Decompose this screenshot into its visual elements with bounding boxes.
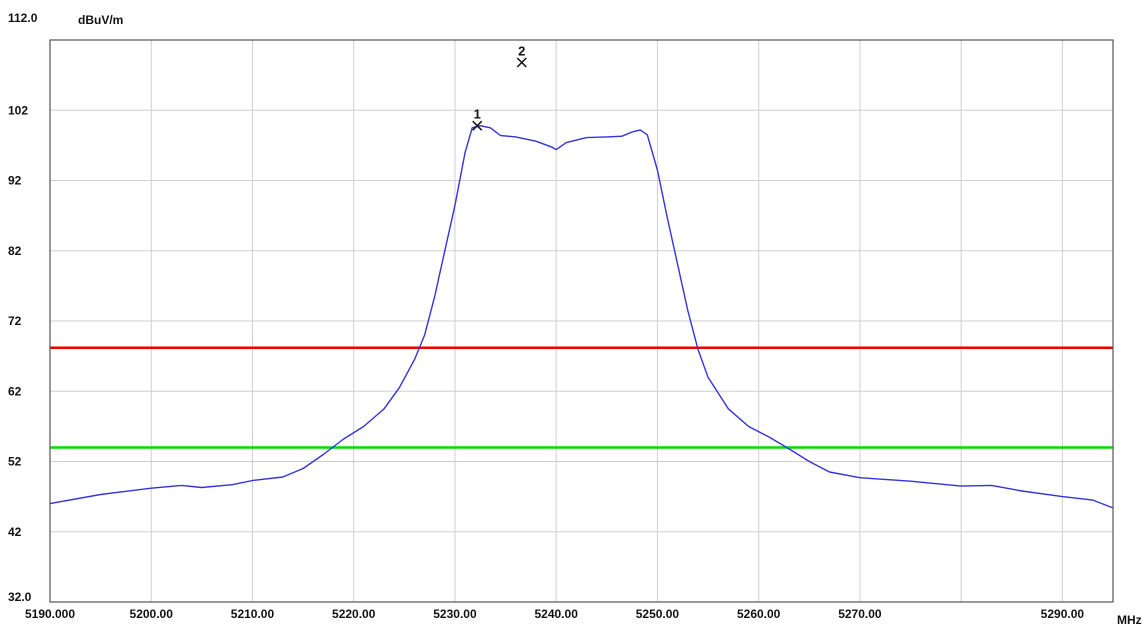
y-tick-label: 92 — [8, 174, 22, 188]
x-tick-label: 5240.00 — [534, 607, 578, 621]
y-tick-label: 52 — [8, 455, 22, 469]
y-tick-label: 62 — [8, 384, 22, 398]
y-tick-labels: 32.0 42 52 62 72 82 92 102 112.0 — [8, 11, 38, 604]
x-tick-label: 5220.00 — [332, 607, 376, 621]
grid — [50, 40, 1113, 602]
y-axis-unit: dBuV/m — [78, 13, 123, 27]
x-tick-label: 5210.00 — [231, 607, 275, 621]
markers: 12 — [472, 43, 527, 131]
plot-frame — [49, 39, 1114, 603]
y-tick-label: 42 — [8, 525, 22, 539]
x-tick-label: 5270.00 — [838, 607, 882, 621]
series-line — [49, 125, 1114, 509]
x-tick-label: 5230.00 — [433, 607, 477, 621]
y-tick-label: 72 — [8, 314, 22, 328]
y-tick-label: 82 — [8, 244, 22, 258]
marker-x — [516, 57, 527, 68]
x-tick-label: 5190.000 — [25, 607, 75, 621]
marker-x — [472, 120, 483, 131]
x-tick-label: 5290.00 — [1041, 607, 1085, 621]
y-tick-label: 112.0 — [8, 11, 38, 25]
series-group — [49, 125, 1114, 509]
marker-label: 1 — [474, 107, 481, 122]
marker-label: 2 — [518, 43, 525, 58]
x-tick-label: 5250.00 — [636, 607, 680, 621]
y-tick-label: 102 — [8, 103, 28, 117]
limit-lines — [50, 346, 1113, 449]
y-tick-label: 32.0 — [8, 590, 32, 604]
x-axis-unit: MHz — [1117, 613, 1142, 627]
x-tick-label: 5260.00 — [737, 607, 781, 621]
x-tick-label: 5200.00 — [130, 607, 174, 621]
x-tick-labels: 5190.000 5200.00 5210.00 5220.00 5230.00 5240… — [25, 607, 1084, 621]
